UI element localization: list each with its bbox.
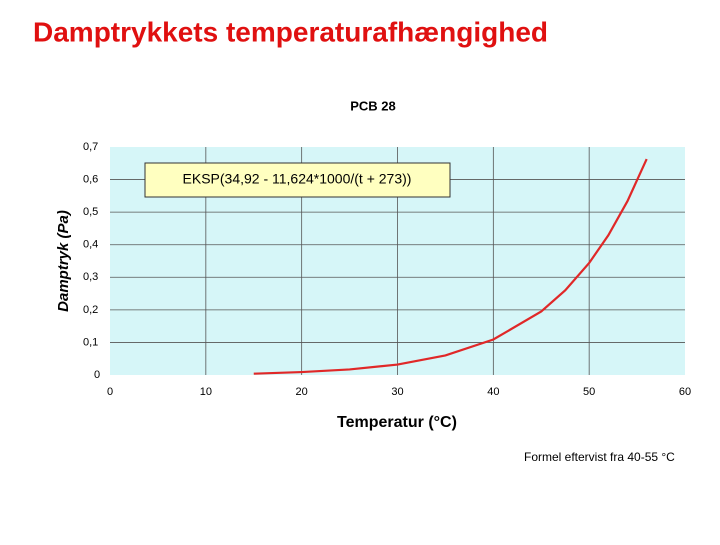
annotation-box bbox=[144, 162, 451, 198]
y-tick-label: 0,6 bbox=[83, 173, 98, 185]
x-axis-label: Temperatur (°C) bbox=[337, 414, 457, 431]
y-tick-label: 0,7 bbox=[83, 141, 98, 153]
data-line bbox=[253, 158, 648, 375]
footnote: Formel eftervist fra 40-55 °C bbox=[524, 450, 675, 464]
y-axis-label: Damptryk (Pa) bbox=[55, 210, 72, 312]
x-tick-label: 50 bbox=[583, 386, 595, 398]
y-tick-label: 0,4 bbox=[83, 239, 98, 251]
chart-title: PCB 28 bbox=[350, 98, 396, 113]
y-tick-label: 0,1 bbox=[83, 336, 98, 348]
x-tick-label: 0 bbox=[107, 386, 113, 398]
plot: 0 0,1 0,2 0,3 0,4 0,5 0,6 0,7 0 10 20 30 40 50 60 EKSP(… bbox=[83, 141, 691, 398]
x-tick-label: 40 bbox=[487, 386, 499, 398]
x-tick-label: 60 bbox=[679, 386, 691, 398]
x-tick-label: 10 bbox=[200, 386, 212, 398]
y-tick-label: 0,5 bbox=[83, 206, 98, 218]
annotation: EKSP(34,92 - 11,624*1000/(t + 273)) bbox=[183, 171, 412, 187]
y-tick-label: 0,2 bbox=[83, 304, 98, 316]
x-tick-label: 30 bbox=[391, 386, 403, 398]
slide-title: Damptrykkets temperaturafhængighed bbox=[33, 16, 548, 47]
y-tick-label: 0 bbox=[94, 369, 100, 381]
y-tick-label: 0,3 bbox=[83, 271, 98, 283]
x-tick-label: 20 bbox=[296, 386, 308, 398]
